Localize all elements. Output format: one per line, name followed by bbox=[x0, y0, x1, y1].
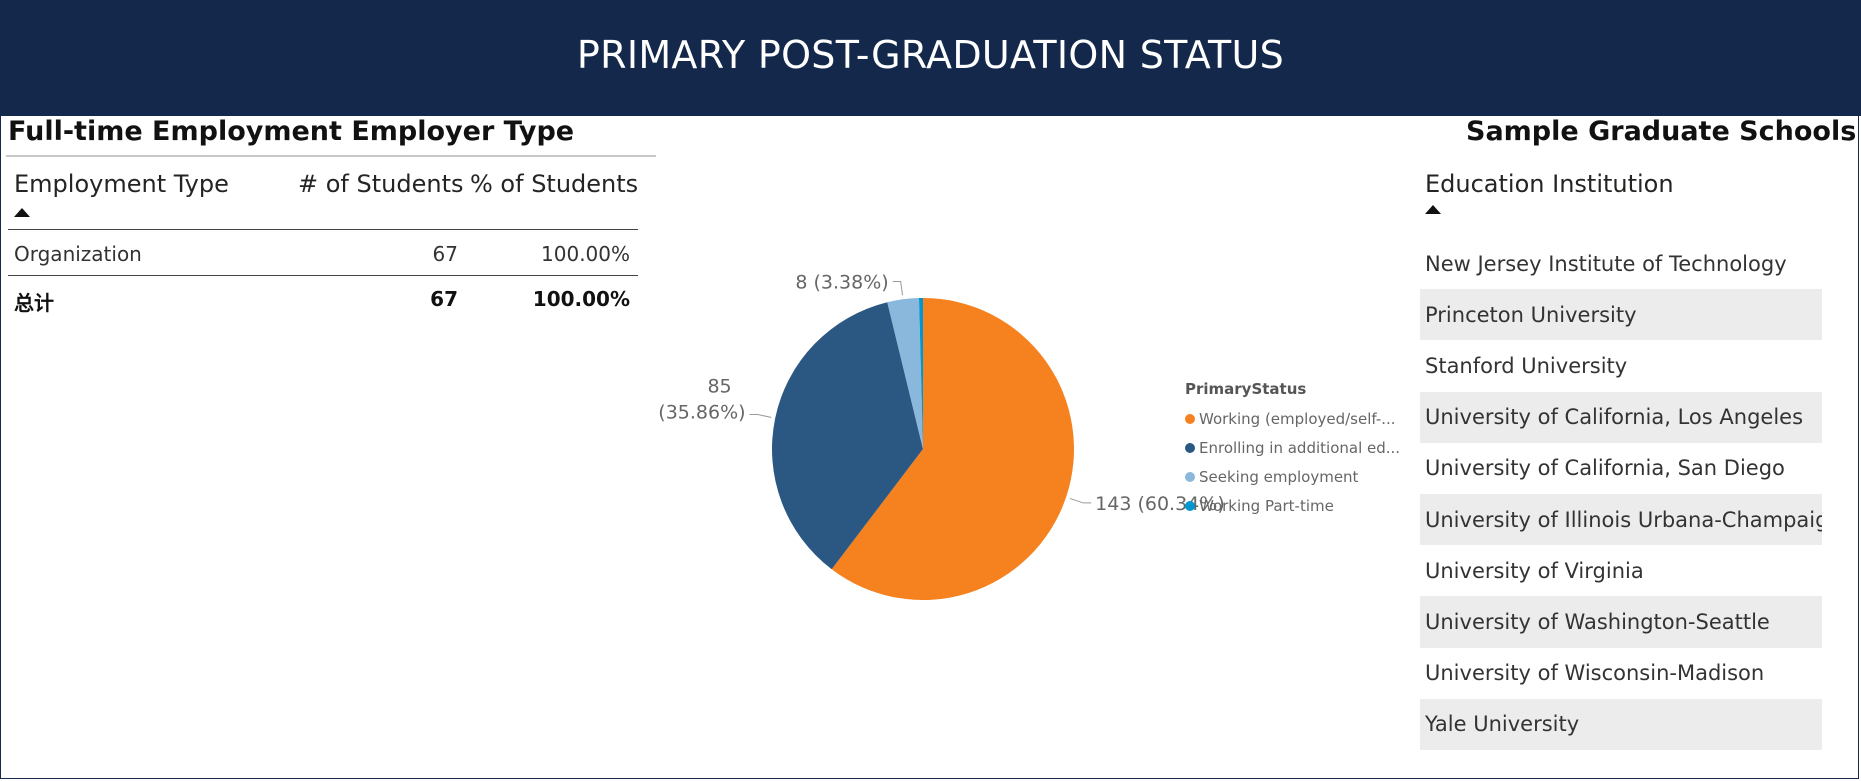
list-item[interactable]: University of Illinois Urbana-Champaign bbox=[1420, 493, 1822, 546]
legend-title: PrimaryStatus bbox=[1185, 380, 1307, 398]
sort-ascending-icon[interactable] bbox=[1425, 205, 1441, 214]
pie-leader-line bbox=[749, 414, 772, 418]
list-item[interactable]: University of Wisconsin-Madison bbox=[1425, 661, 1765, 686]
list-item[interactable]: University of California, Los Angeles bbox=[1420, 391, 1822, 443]
column-header-students-percent[interactable]: % of Students bbox=[470, 170, 639, 198]
column-header-students-count[interactable]: # of Students bbox=[298, 170, 464, 198]
list-item[interactable]: University of California, San Diego bbox=[1425, 456, 1785, 481]
pie-slice[interactable] bbox=[887, 298, 923, 449]
list-item[interactable]: University of Washington-Seattle bbox=[1420, 596, 1822, 648]
total-label: 总计 bbox=[14, 291, 54, 315]
pie-data-label: 85 bbox=[707, 376, 731, 398]
sort-ascending-icon[interactable] bbox=[14, 208, 30, 217]
legend-dot-icon bbox=[1185, 442, 1195, 453]
legend-item[interactable]: Enrolling in additional ed... bbox=[1185, 433, 1400, 462]
legend-item[interactable]: Working (employed/self-... bbox=[1185, 404, 1400, 433]
total-students-count: 67 bbox=[430, 287, 458, 311]
pie-data-label: (35.86%) bbox=[658, 402, 745, 424]
report-title: PRIMARY POST-GRADUATION STATUS bbox=[576, 33, 1285, 77]
row-employment-type: Organization bbox=[14, 242, 142, 266]
list-item[interactable]: New Jersey Institute of Technology bbox=[1425, 251, 1787, 276]
total-students-percent: 100.00% bbox=[532, 287, 630, 311]
legend-dot-icon bbox=[1185, 500, 1195, 511]
list-item[interactable]: Stanford University bbox=[1425, 353, 1628, 378]
total-divider bbox=[8, 275, 638, 276]
legend-dot-icon bbox=[1185, 413, 1195, 424]
report-banner: PRIMARY POST-GRADUATION STATUS bbox=[0, 0, 1861, 116]
list-item[interactable]: Princeton University bbox=[1420, 289, 1822, 341]
pie-slice[interactable] bbox=[918, 298, 923, 449]
title-divider bbox=[6, 155, 656, 157]
pie-data-label: 8 (3.38%) bbox=[795, 271, 888, 293]
legend-item[interactable]: Seeking employment bbox=[1185, 462, 1400, 491]
legend-label: Seeking employment bbox=[1199, 467, 1359, 486]
pie-legend: PrimaryStatus Working (employed/self-...… bbox=[1185, 380, 1400, 520]
column-header-education-institution[interactable]: Education Institution bbox=[1425, 170, 1674, 198]
primary-status-pie-chart[interactable]: 143 (60.34%)85(35.86%)8 (3.38%) bbox=[658, 250, 1225, 650]
legend-label: Working Part-time bbox=[1199, 496, 1334, 515]
legend-label: Enrolling in additional ed... bbox=[1199, 438, 1400, 457]
legend-label: Working (employed/self-... bbox=[1199, 409, 1396, 428]
schools-title: Sample Graduate Schools bbox=[1466, 116, 1857, 147]
pie-slice[interactable] bbox=[772, 302, 923, 570]
column-header-employment-type[interactable]: Employment Type bbox=[14, 170, 229, 198]
list-item[interactable]: Yale University bbox=[1420, 698, 1822, 750]
list-item[interactable]: University of Virginia bbox=[1425, 558, 1644, 583]
legend-item[interactable]: Working Part-time bbox=[1185, 491, 1400, 520]
header-divider bbox=[8, 229, 638, 230]
employer-table-title: Full-time Employment Employer Type bbox=[8, 116, 575, 147]
pie-leader-line bbox=[1069, 497, 1092, 504]
pie-leader-line bbox=[892, 280, 904, 296]
legend-dot-icon bbox=[1185, 471, 1195, 482]
schools-list: New Jersey Institute of Technology Prince… bbox=[1420, 238, 1822, 750]
row-students-count: 67 bbox=[432, 242, 458, 266]
pie-slice[interactable] bbox=[831, 298, 1074, 600]
row-students-percent: 100.00% bbox=[541, 242, 630, 266]
